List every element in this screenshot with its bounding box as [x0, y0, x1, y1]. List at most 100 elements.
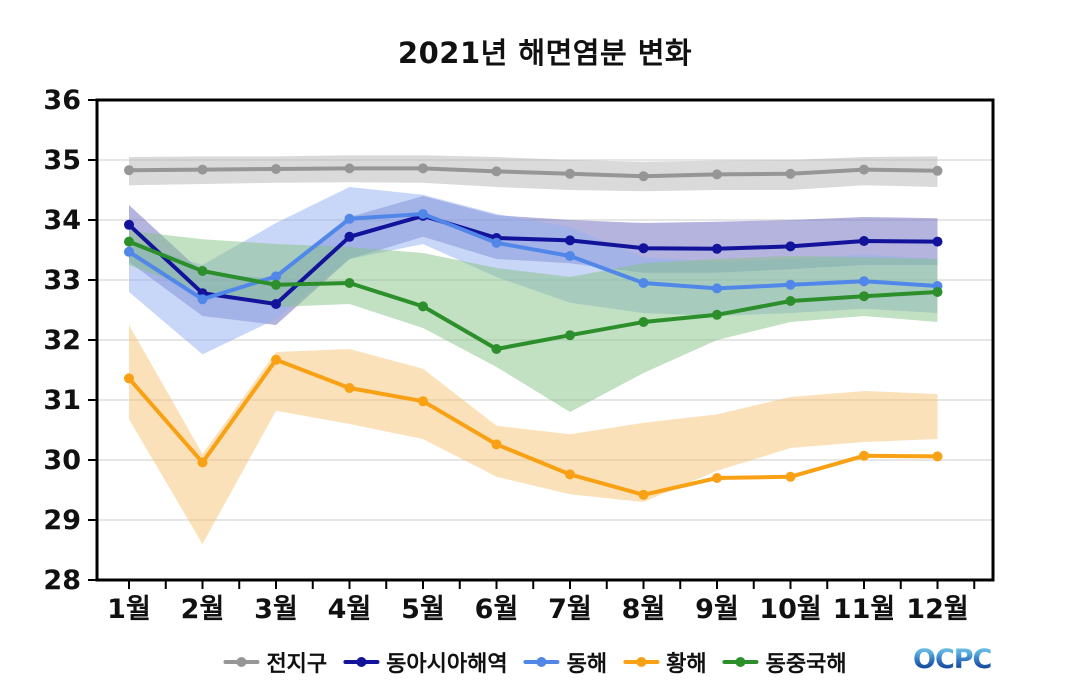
x-tick-label: 1월 — [107, 594, 151, 625]
point-east-sea — [271, 271, 281, 282]
legend-marker-icon — [623, 652, 660, 672]
point-global — [124, 165, 134, 176]
point-east-sea — [565, 251, 575, 261]
point-global — [859, 164, 869, 175]
x-tick-label: 11월 — [833, 594, 895, 625]
legend-label: 동해 — [566, 652, 608, 677]
point-east-asia-seas — [638, 243, 649, 254]
series-yellow-sea — [124, 354, 943, 500]
legend-item-yellow-sea: 황해 — [623, 646, 707, 678]
y-tick-label: 34 — [43, 205, 81, 236]
point-global — [418, 163, 428, 174]
legend-item-east-asia-seas: 동아시아해역 — [343, 646, 508, 678]
legend-dot — [356, 657, 367, 667]
point-east-asia-seas — [785, 241, 796, 252]
point-east-asia-seas — [271, 299, 281, 309]
legend-marker-icon — [343, 652, 380, 672]
point-east-china-sea — [565, 330, 575, 341]
point-yellow-sea — [638, 489, 649, 500]
point-east-sea — [785, 279, 796, 290]
chart-title: 2021년 해면염분 변화 — [397, 36, 693, 70]
legend-marker-icon — [223, 652, 260, 672]
y-tick-label: 28 — [43, 565, 81, 596]
line-east-asia-seas — [127, 213, 940, 306]
legend-dot — [236, 657, 247, 667]
point-yellow-sea — [932, 451, 943, 462]
legend-label: 전지구 — [266, 652, 328, 677]
y-tick-label: 32 — [43, 325, 81, 356]
point-east-china-sea — [932, 287, 943, 297]
point-east-sea — [197, 294, 208, 305]
band-east-china-sea — [129, 230, 938, 412]
point-east-china-sea — [418, 301, 428, 312]
point-east-asia-seas — [565, 235, 575, 246]
point-yellow-sea — [859, 450, 869, 461]
point-east-sea — [124, 246, 134, 257]
legend-item-east-sea: 동해 — [523, 646, 608, 678]
legend: 전지구 동아시아해역 동해 황해 동중국해 — [223, 646, 847, 678]
point-east-asia-seas — [859, 236, 869, 246]
point-yellow-sea — [271, 354, 281, 365]
point-global — [344, 163, 355, 174]
point-east-sea — [638, 278, 649, 288]
point-yellow-sea — [712, 473, 722, 483]
point-east-sea — [859, 276, 869, 287]
line-yellow-sea — [127, 357, 940, 497]
line-east-sea — [127, 212, 940, 302]
point-east-sea — [491, 237, 502, 248]
y-tick-label: 33 — [43, 265, 81, 296]
point-east-asia-seas — [124, 219, 134, 230]
axis-ticks — [88, 99, 976, 589]
point-east-asia-seas — [932, 236, 943, 247]
point-east-asia-seas — [344, 231, 355, 242]
point-east-china-sea — [859, 291, 869, 302]
point-global — [712, 169, 722, 180]
x-tick-label: 5월 — [401, 594, 445, 625]
legend-dot — [636, 657, 647, 667]
y-tick-label: 31 — [43, 385, 81, 416]
legend-label: 동아시아해역 — [386, 652, 508, 677]
y-tick-label: 36 — [43, 85, 81, 116]
point-east-sea — [344, 213, 355, 224]
legend-dot — [536, 657, 547, 667]
ocpc-logo: OCPC — [913, 644, 992, 675]
point-east-china-sea — [712, 309, 722, 320]
point-global — [565, 168, 575, 179]
point-yellow-sea — [418, 396, 428, 407]
point-east-china-sea — [491, 344, 502, 354]
series-global — [124, 163, 943, 182]
point-global — [638, 171, 649, 182]
legend-item-global: 전지구 — [223, 646, 327, 678]
point-yellow-sea — [491, 439, 502, 450]
legend-marker-icon — [523, 652, 560, 672]
x-tick-label: 4월 — [328, 594, 372, 625]
line-global — [127, 166, 940, 179]
x-tick-label: 9월 — [695, 594, 739, 625]
point-east-sea — [418, 209, 428, 219]
x-tick-label: 7월 — [548, 594, 592, 625]
point-global — [785, 168, 796, 179]
point-yellow-sea — [197, 457, 208, 468]
point-yellow-sea — [124, 373, 134, 384]
x-tick-label: 6월 — [475, 594, 519, 625]
x-tick-label: 12월 — [906, 594, 968, 625]
legend-item-east-china-sea: 동중국해 — [722, 646, 847, 678]
series-east-sea — [124, 209, 943, 305]
confidence-bands — [129, 155, 938, 544]
legend-dot — [735, 657, 746, 667]
point-east-china-sea — [785, 296, 796, 306]
point-global — [932, 165, 943, 176]
point-yellow-sea — [344, 383, 355, 393]
point-east-sea — [712, 283, 722, 294]
point-east-asia-seas — [712, 243, 722, 254]
x-tick-label: 2월 — [181, 594, 225, 625]
y-tick-label: 35 — [43, 145, 81, 176]
point-east-china-sea — [271, 279, 281, 290]
point-east-china-sea — [344, 278, 355, 288]
legend-marker-icon — [722, 652, 759, 672]
series-east-china-sea — [124, 236, 943, 354]
point-east-china-sea — [124, 236, 134, 247]
y-tick-label: 29 — [43, 505, 81, 536]
